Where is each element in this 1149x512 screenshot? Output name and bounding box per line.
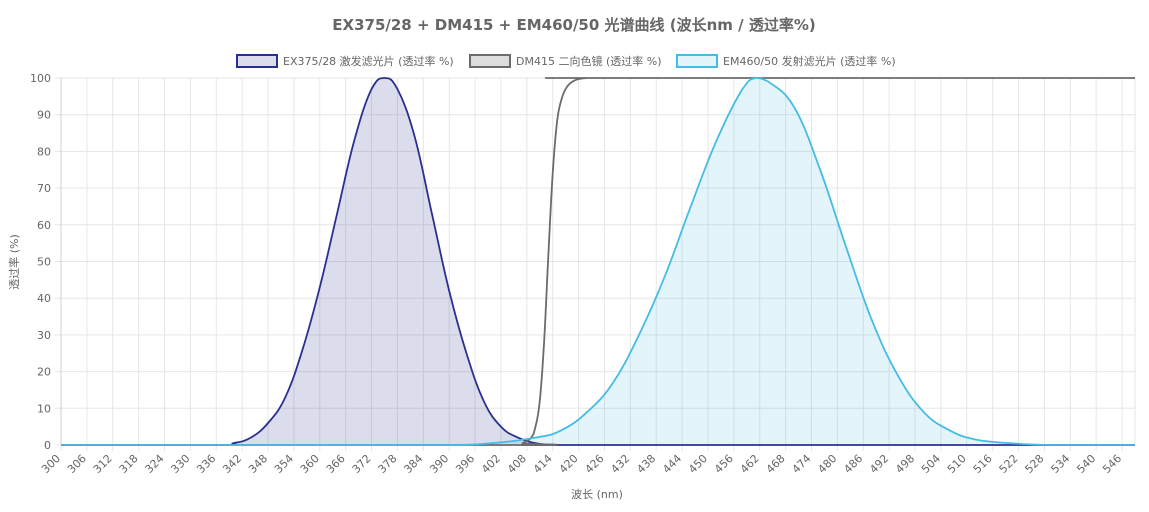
- legend-label-ex375: EX375/28 激发滤光片 (透过率 %): [283, 54, 454, 68]
- x-tick-label: 396: [453, 452, 477, 476]
- series-lines: [61, 77, 1135, 446]
- x-tick-label: 426: [583, 452, 607, 476]
- x-tick-label: 534: [1048, 452, 1072, 476]
- x-tick-label: 486: [841, 452, 865, 476]
- series-area-em460: [61, 78, 1135, 445]
- x-tick-label: 300: [39, 452, 63, 476]
- x-axis: 300 306 312 318 324 330 336 342 348 354 360 366 372 3…: [39, 452, 1124, 476]
- y-tick-label: 20: [37, 366, 51, 379]
- x-tick-label: 456: [712, 452, 736, 476]
- y-tick-label: 70: [37, 182, 51, 195]
- x-tick-label: 540: [1074, 452, 1098, 476]
- x-tick-label: 306: [65, 452, 89, 476]
- x-tick-label: 360: [298, 452, 322, 476]
- x-tick-label: 420: [557, 452, 581, 476]
- legend: EX375/28 激发滤光片 (透过率 %) DM415 二向色镜 (透过率 %…: [236, 54, 896, 68]
- x-tick-label: 546: [1100, 452, 1124, 476]
- legend-swatch-em460: [676, 54, 718, 68]
- x-tick-label: 378: [376, 452, 400, 476]
- legend-swatch-dm415: [469, 54, 511, 68]
- x-tick-label: 348: [246, 452, 270, 476]
- series-line-em460[interactable]: [61, 77, 1135, 446]
- y-tick-label: 10: [37, 402, 51, 415]
- x-axis-title: 波长 (nm): [571, 488, 623, 501]
- x-tick-label: 510: [945, 452, 969, 476]
- y-tick-label: 50: [37, 256, 51, 269]
- x-tick-label: 504: [919, 452, 943, 476]
- y-axis: 0 10 20 30 40 50 60 70 80 90 100: [30, 72, 51, 452]
- legend-swatch-ex375: [236, 54, 278, 68]
- legend-item-dm415[interactable]: DM415 二向色镜 (透过率 %): [469, 54, 661, 68]
- x-tick-label: 324: [143, 452, 167, 476]
- y-tick-label: 80: [37, 145, 51, 158]
- x-tick-label: 480: [815, 452, 839, 476]
- y-tick-label: 30: [37, 329, 51, 342]
- grid: [55, 77, 1136, 451]
- x-tick-label: 330: [168, 452, 192, 476]
- x-tick-label: 354: [272, 452, 296, 476]
- y-tick-label: 90: [37, 109, 51, 122]
- series-line-dm415[interactable]: [61, 77, 1135, 446]
- x-tick-label: 408: [505, 452, 529, 476]
- x-tick-label: 492: [867, 452, 891, 476]
- series-areas: [61, 78, 1135, 445]
- legend-label-dm415: DM415 二向色镜 (透过率 %): [516, 54, 661, 68]
- y-tick-label: 60: [37, 219, 51, 232]
- x-tick-label: 516: [971, 452, 995, 476]
- x-tick-label: 468: [764, 452, 788, 476]
- x-tick-label: 342: [220, 452, 244, 476]
- x-tick-label: 462: [738, 452, 762, 476]
- x-tick-label: 312: [91, 452, 115, 476]
- x-tick-label: 498: [893, 452, 917, 476]
- y-tick-label: 100: [30, 72, 51, 85]
- x-tick-label: 402: [479, 452, 503, 476]
- x-tick-label: 432: [608, 452, 632, 476]
- x-tick-label: 450: [686, 452, 710, 476]
- y-tick-label: 40: [37, 292, 51, 305]
- x-tick-label: 366: [324, 452, 348, 476]
- x-tick-label: 414: [531, 452, 555, 476]
- legend-item-em460[interactable]: EM460/50 发射滤光片 (透过率 %): [676, 54, 896, 68]
- x-tick-label: 372: [350, 452, 374, 476]
- x-tick-label: 528: [1023, 452, 1047, 476]
- x-tick-label: 444: [660, 452, 684, 476]
- chart-title: EX375/28 + DM415 + EM460/50 光谱曲线 (波长nm /…: [332, 16, 815, 34]
- y-tick-label: 0: [44, 439, 51, 452]
- legend-label-em460: EM460/50 发射滤光片 (透过率 %): [723, 54, 896, 68]
- x-tick-label: 438: [634, 452, 658, 476]
- series-area-ex375: [61, 78, 1135, 445]
- y-axis-title: 透过率 (%): [7, 234, 21, 290]
- legend-item-ex375[interactable]: EX375/28 激发滤光片 (透过率 %): [236, 54, 454, 68]
- x-tick-label: 336: [194, 452, 218, 476]
- x-tick-label: 318: [117, 452, 141, 476]
- x-tick-label: 384: [401, 452, 425, 476]
- x-tick-label: 522: [997, 452, 1021, 476]
- x-tick-label: 474: [790, 452, 814, 476]
- x-tick-label: 390: [427, 452, 451, 476]
